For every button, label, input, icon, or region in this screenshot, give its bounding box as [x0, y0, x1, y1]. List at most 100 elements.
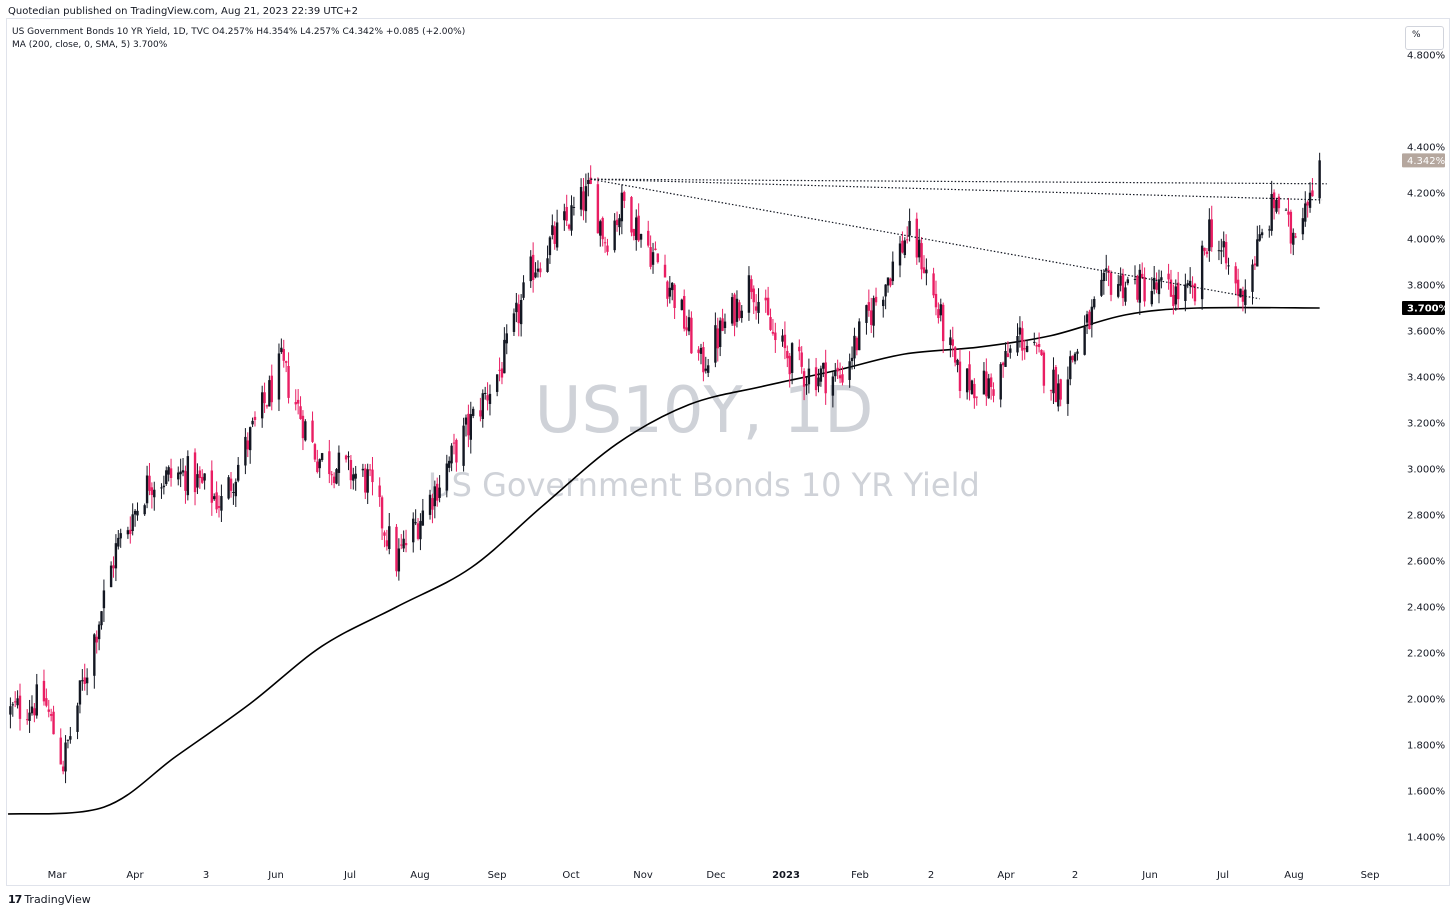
candle-body — [1001, 362, 1005, 366]
candle-body — [834, 370, 837, 377]
watermark: US10Y, 1D US Government Bonds 10 YR Yiel… — [428, 374, 980, 504]
candle-body — [1049, 390, 1053, 392]
candle-body — [723, 321, 727, 329]
candle-body — [1275, 200, 1278, 212]
candle-body — [601, 218, 604, 240]
candle-body — [500, 368, 504, 378]
candle-body — [613, 220, 616, 251]
candle-body — [786, 350, 789, 359]
candle-body — [1059, 379, 1062, 400]
candle-body — [1093, 298, 1096, 308]
candle-body — [989, 377, 993, 388]
candle-body — [706, 365, 710, 373]
candle-body — [941, 304, 945, 342]
candle-body — [546, 258, 549, 272]
last-price-label-bg — [1402, 153, 1445, 168]
y-tick-label: 2.000% — [1407, 695, 1445, 706]
candle-body — [790, 343, 794, 374]
candle-body — [882, 299, 885, 307]
candle-body — [606, 245, 609, 252]
candle-body — [1272, 192, 1276, 209]
candle-body — [378, 485, 381, 498]
candle-body — [47, 709, 50, 712]
candle-body — [865, 305, 868, 323]
candle-body — [246, 440, 249, 450]
candle-body — [805, 384, 808, 386]
candle-body — [1174, 286, 1177, 305]
x-tick-label: 3 — [203, 870, 209, 881]
candle-body — [1318, 160, 1321, 199]
candle-body — [270, 375, 273, 403]
candle-body — [320, 453, 324, 460]
candle-body — [639, 233, 643, 240]
candle-body — [364, 468, 367, 493]
candle-body — [1224, 241, 1228, 264]
candle-body — [201, 476, 204, 483]
candle-body — [673, 284, 676, 308]
candle-body — [635, 217, 638, 240]
candle-body — [1200, 245, 1204, 300]
candle-body — [1083, 327, 1086, 355]
candle-body — [1236, 279, 1240, 296]
candle-body — [858, 321, 861, 351]
candle-body — [985, 371, 988, 397]
candle-body — [30, 706, 34, 714]
x-tick-label: Mar — [48, 870, 68, 881]
candle-body — [318, 459, 321, 469]
candle-body — [232, 491, 235, 493]
candle-body — [69, 736, 72, 740]
candle-body — [97, 624, 101, 640]
percent-scale-button[interactable]: % — [1405, 26, 1444, 50]
candle-body — [1217, 250, 1221, 252]
candle-body — [1117, 284, 1120, 297]
ma-legend[interactable]: MA (200, close, 0, SMA, 5) 3.700% — [12, 40, 168, 50]
candle-body — [1256, 239, 1259, 267]
x-tick-label: 2 — [1072, 870, 1078, 881]
x-axis[interactable]: Mar Apr 3 Jun Jul Aug Sep Oct Nov Dec 2023 Feb 2 Apr 2… — [48, 870, 1380, 881]
candle-body — [848, 361, 851, 380]
candle-body — [1292, 232, 1295, 245]
candle-body — [119, 533, 122, 539]
candle-body — [349, 459, 353, 481]
candle-body — [1270, 193, 1273, 231]
candle-body — [229, 478, 233, 491]
candle-body — [733, 294, 736, 326]
y-tick-label: 1.800% — [1407, 741, 1445, 752]
candle-body — [388, 526, 391, 550]
candle-body — [109, 565, 113, 588]
candle-body — [260, 392, 264, 419]
candle-body — [385, 540, 389, 547]
y-axis[interactable]: 4.800% 4.400% 4.200% 4.000% 3.800% 3.600% 3.40… — [1407, 51, 1445, 844]
tradingview-logo[interactable]: 17 TradingView — [8, 893, 91, 906]
candle-body — [1227, 265, 1230, 267]
candle-body — [697, 349, 700, 353]
candle-body — [1040, 349, 1043, 356]
candle-body — [649, 247, 652, 267]
candle-body — [683, 296, 686, 329]
candle-body — [1169, 279, 1173, 297]
candle-body — [663, 264, 667, 278]
x-tick-label: Feb — [851, 870, 869, 881]
candle-body — [1253, 263, 1257, 266]
candle-body — [299, 406, 302, 419]
candle-body — [901, 240, 904, 253]
candle-body — [311, 420, 314, 442]
symbol-legend[interactable]: US Government Bonds 10 YR Yield, 1D, TVC… — [12, 27, 466, 37]
candle-body — [915, 218, 918, 258]
watermark-name: US Government Bonds 10 YR Yield — [428, 466, 980, 504]
candle-body — [148, 475, 151, 491]
candle-body — [495, 374, 499, 392]
candle-body — [817, 377, 820, 387]
candle-body — [421, 510, 425, 526]
candle-body — [934, 293, 938, 308]
candle-body — [584, 186, 588, 212]
candle-body — [1009, 348, 1012, 353]
candle-body — [531, 254, 535, 280]
candle-body — [685, 327, 688, 331]
candle-body — [1150, 291, 1153, 305]
y-tick-label: 3.000% — [1407, 465, 1445, 476]
candle-body — [654, 248, 657, 251]
candle-body — [1268, 229, 1271, 231]
x-tick-label: 2023 — [772, 870, 800, 881]
